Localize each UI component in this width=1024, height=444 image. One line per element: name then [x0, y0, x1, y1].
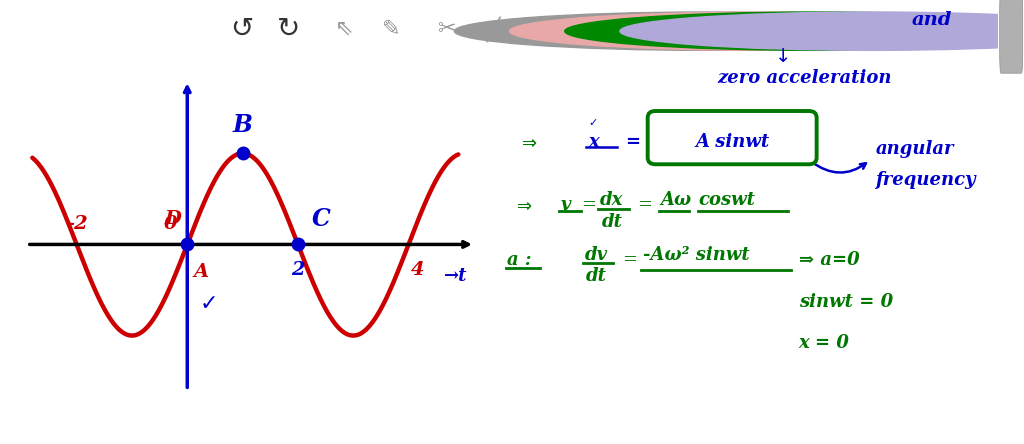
Circle shape	[455, 12, 959, 50]
Text: ⇖: ⇖	[335, 19, 353, 39]
Text: A: A	[194, 263, 209, 281]
Text: ⛋: ⛋	[597, 19, 611, 39]
Text: ⇒: ⇒	[517, 198, 532, 216]
Text: ╱: ╱	[487, 16, 501, 42]
Text: x: x	[589, 133, 599, 151]
Text: a :: a :	[507, 251, 531, 269]
Text: Aω: Aω	[660, 191, 691, 209]
Text: C: C	[311, 207, 331, 231]
Text: →t: →t	[443, 267, 467, 285]
Text: dv: dv	[585, 246, 608, 264]
Text: ✎: ✎	[382, 19, 400, 39]
Text: =: =	[625, 133, 640, 151]
Text: =: =	[637, 196, 652, 214]
Text: dt: dt	[586, 267, 607, 285]
Text: ↻: ↻	[278, 15, 300, 43]
Text: frequency: frequency	[876, 171, 976, 189]
Text: 2: 2	[291, 261, 305, 279]
Text: v: v	[561, 196, 571, 214]
Circle shape	[510, 12, 1014, 50]
Text: sinwt = 0: sinwt = 0	[799, 293, 893, 311]
Text: 4: 4	[412, 261, 425, 279]
Text: D: D	[165, 210, 181, 228]
Text: 0: 0	[164, 215, 177, 234]
FancyBboxPatch shape	[647, 111, 817, 164]
Text: coswt: coswt	[698, 191, 756, 209]
Text: ✓: ✓	[200, 293, 219, 313]
Circle shape	[620, 12, 1024, 50]
Text: -Aω² sinwt: -Aω² sinwt	[643, 246, 750, 264]
Text: =: =	[582, 196, 596, 214]
Text: A sinwt: A sinwt	[695, 133, 769, 151]
Text: ✂: ✂	[437, 19, 456, 39]
Text: dx: dx	[600, 191, 624, 209]
Text: and: and	[911, 11, 951, 29]
Text: ✓: ✓	[589, 118, 598, 128]
Text: dt: dt	[601, 213, 623, 231]
Text: ⇒: ⇒	[522, 135, 538, 154]
FancyBboxPatch shape	[999, 0, 1023, 73]
Text: A: A	[542, 19, 556, 39]
Text: -2: -2	[66, 215, 87, 234]
Circle shape	[564, 12, 1024, 50]
Text: ↓: ↓	[775, 47, 792, 66]
Text: angular: angular	[876, 140, 954, 158]
Text: =: =	[622, 251, 637, 269]
Text: B: B	[232, 113, 253, 137]
Text: ⇒ a=0: ⇒ a=0	[799, 251, 859, 269]
Text: ↺: ↺	[229, 15, 253, 43]
Text: x = 0: x = 0	[799, 334, 850, 352]
Text: zero acceleration: zero acceleration	[717, 69, 891, 87]
